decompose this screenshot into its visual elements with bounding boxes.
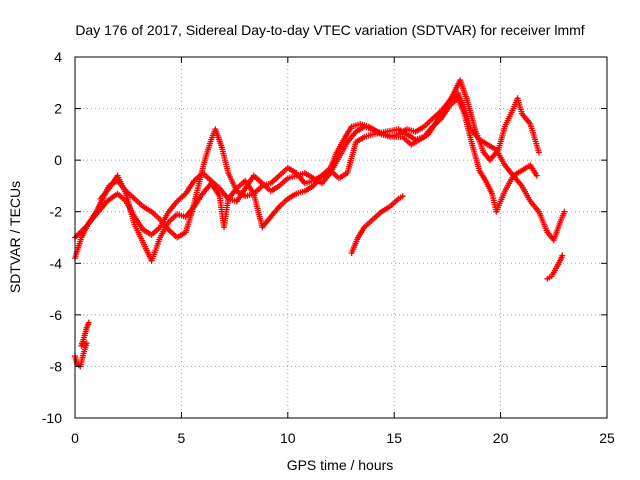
y-tick-label: -6 xyxy=(50,307,63,323)
series-track-d xyxy=(348,193,406,256)
data-point-markers xyxy=(544,252,566,282)
series-track-c xyxy=(97,95,540,264)
x-tick-label: 25 xyxy=(599,430,615,446)
data-point-markers xyxy=(72,77,542,262)
data-point-markers xyxy=(348,193,406,256)
y-tick-label: -10 xyxy=(42,410,62,426)
data-point-markers xyxy=(97,95,540,264)
data-points xyxy=(72,77,568,370)
x-tick-label: 10 xyxy=(280,430,296,446)
chart-title: Day 176 of 2017, Sidereal Day-to-day VTE… xyxy=(75,22,584,38)
grid-lines xyxy=(75,57,607,418)
y-axis-label: SDTVAR / TECUs xyxy=(7,181,23,293)
y-axis-ticks: -10 -8 -6 -4 -2 0 2 4 xyxy=(42,49,607,426)
y-tick-label: -4 xyxy=(50,255,63,271)
x-axis-label: GPS time / hours xyxy=(287,457,394,473)
x-tick-label: 20 xyxy=(493,430,509,446)
data-point-markers xyxy=(72,90,568,244)
x-axis-ticks: 0 5 10 15 20 25 xyxy=(71,57,615,446)
series-track-a xyxy=(72,77,542,262)
x-tick-label: 15 xyxy=(386,430,402,446)
series-track-b xyxy=(72,90,568,244)
y-tick-label: 0 xyxy=(54,152,62,168)
y-tick-label: -2 xyxy=(50,204,63,220)
x-tick-label: 5 xyxy=(178,430,186,446)
y-tick-label: -8 xyxy=(50,358,63,374)
y-tick-label: 2 xyxy=(54,101,62,117)
series-track-f xyxy=(544,252,566,282)
y-tick-label: 4 xyxy=(54,49,62,65)
plot-frame xyxy=(74,56,608,419)
x-tick-label: 0 xyxy=(71,430,79,446)
